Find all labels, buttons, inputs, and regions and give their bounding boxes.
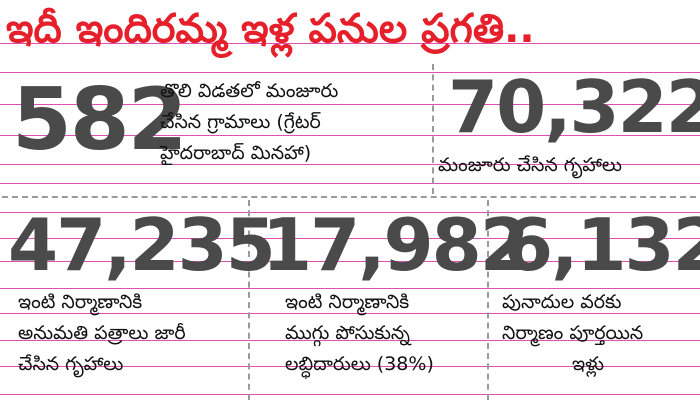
stat-line: నిర్మాణం పూర్తయిన xyxy=(502,322,644,344)
stat-line: ముగ్గు పోసుకున్న xyxy=(285,322,410,344)
stat-number: 47,235 xyxy=(8,203,276,287)
stat-description: మంజూరు చేసిన గృహాలు xyxy=(438,150,622,181)
stat-line: ఇంటి నిర్మాణానికి xyxy=(18,291,143,313)
stat-line: మంజూరు చేసిన గృహాలు xyxy=(438,154,622,176)
stat-number: 582 xyxy=(12,70,188,170)
rule-line xyxy=(0,183,700,184)
stat-line: హైదరాబాద్ మినహా) xyxy=(160,142,312,164)
page-title: ఇదీ ఇందిరమ్మ ఇళ్ల పనుల ప్రగతి.. xyxy=(6,6,535,52)
stat-line: లబ్ధిదారులు (38%) xyxy=(285,353,434,375)
stat-description: పునాదుల వరకు నిర్మాణం పూర్తయిన ఇళ్లు xyxy=(502,287,643,380)
stat-line: ఇంటి నిర్మాణానికి xyxy=(285,291,410,313)
stat-line: అనుమతి పత్రాలు జారీ xyxy=(18,322,186,344)
stat-line: తొలి విడతలో మంజూరు xyxy=(160,80,339,102)
stat-number: 6,132 xyxy=(503,203,700,287)
stat-description: ఇంటి నిర్మాణానికి అనుమతి పత్రాలు జారీ చే… xyxy=(18,287,186,380)
stat-line: ఇళ్లు xyxy=(572,353,605,375)
stat-line: చేసిన గృహాలు xyxy=(18,353,124,375)
column-divider xyxy=(432,64,434,194)
stat-line: పునాదుల వరకు xyxy=(502,291,622,313)
row-divider xyxy=(2,196,696,198)
stat-number: 17,982 xyxy=(262,203,530,287)
stat-description: ఇంటి నిర్మాణానికి ముగ్గు పోసుకున్న లబ్ధి… xyxy=(285,287,434,380)
stat-line: చేసిన గ్రామాలు (గ్రేటర్ xyxy=(160,111,321,133)
rule-line xyxy=(0,394,700,395)
column-divider xyxy=(487,200,489,400)
column-divider xyxy=(248,200,250,400)
stat-number: 70,322 xyxy=(448,65,700,149)
stat-description: తొలి విడతలో మంజూరు చేసిన గ్రామాలు (గ్రేట… xyxy=(160,76,338,169)
